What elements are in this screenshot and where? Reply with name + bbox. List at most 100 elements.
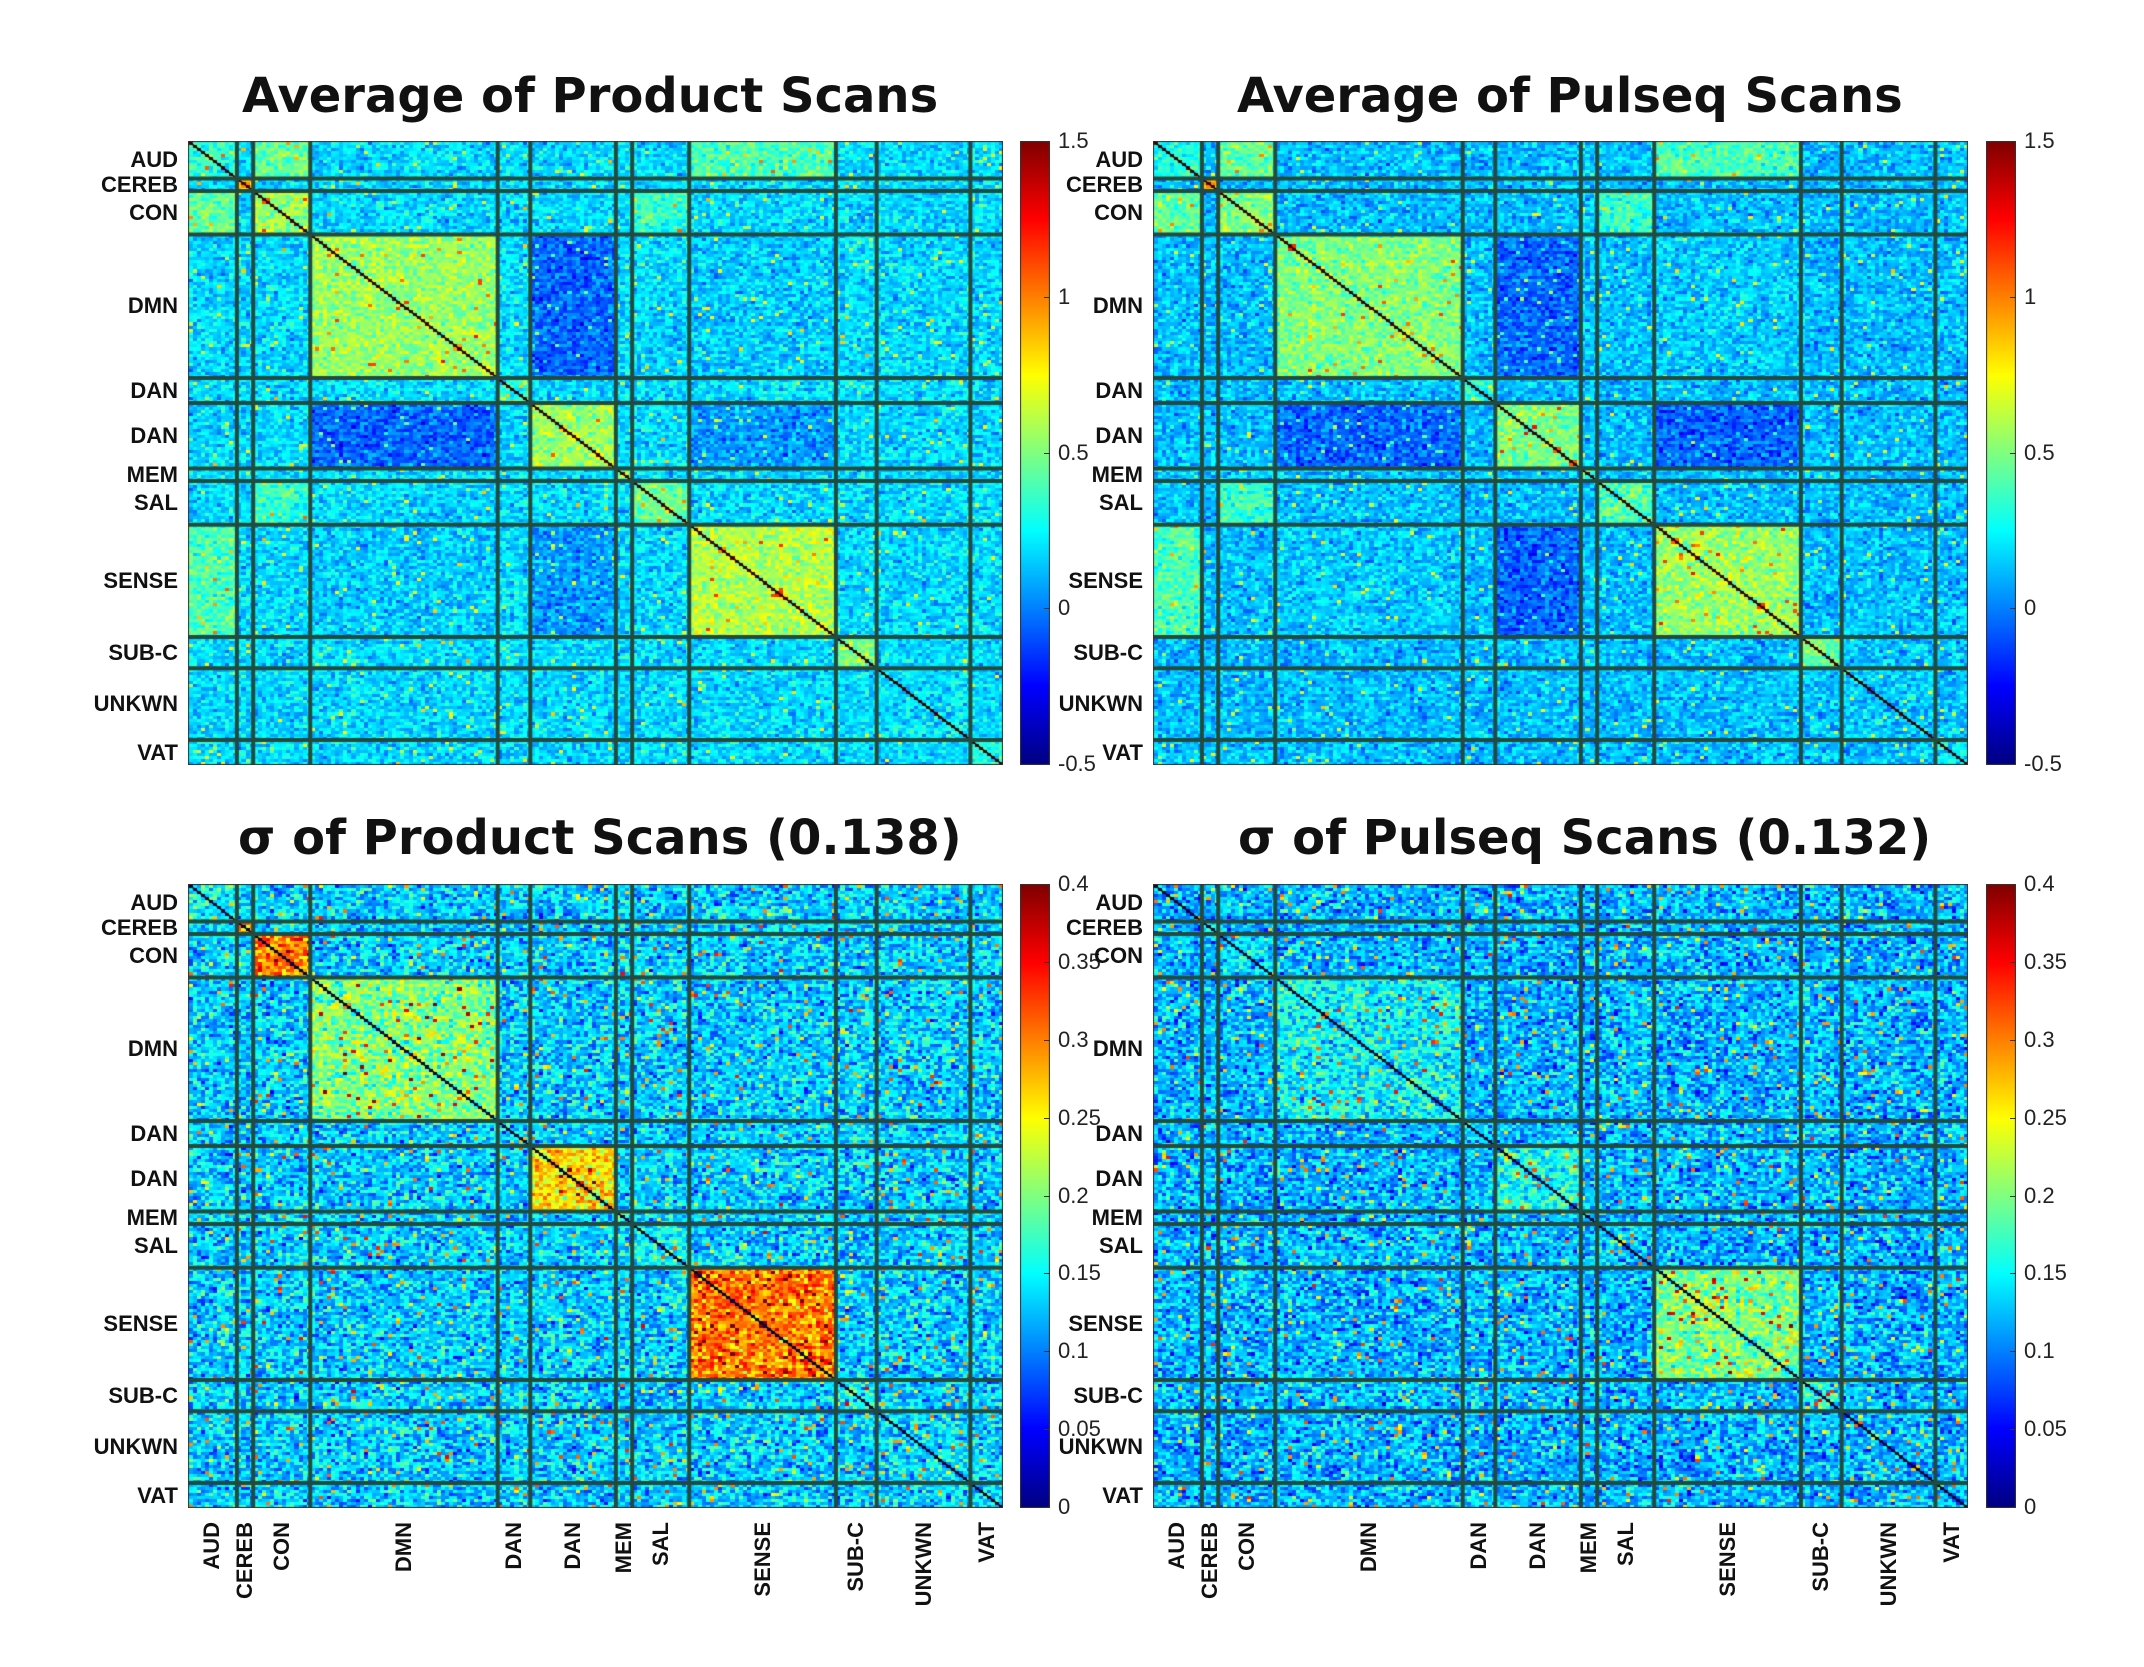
colorbar-tick-mark [2010,1429,2016,1430]
row-label-aud: AUD [130,890,178,915]
colorbar-tick-mark [1044,141,1050,142]
colorbar-tick-mark [2010,764,2016,765]
col-label-mem: MEM [1576,1522,1601,1574]
row-label-con: CON [129,200,178,225]
row-label-mem: MEM [1091,1205,1143,1230]
row-label-con: CON [1094,943,1143,968]
col-label-cereb: CEREB [232,1522,257,1600]
colorbar-tick-mark [2010,453,2016,454]
colorbar-tick-label: 0.3 [1058,1027,1089,1052]
colorbar-tick-label: -0.5 [2024,751,2062,776]
row-label-aud: AUD [130,147,178,172]
colorbar-tick-label: 0.25 [1058,1105,1101,1130]
row-label-sense: SENSE [1068,568,1143,593]
colorbar-tick-label: 0 [1058,595,1071,620]
colorbar-tick-label: 0.05 [2024,1416,2067,1441]
colorbar-tick-mark [1044,1507,1050,1508]
col-label-dan: DAN [1466,1522,1491,1570]
row-label-vat: VAT [137,1483,178,1508]
col-label-sense: SENSE [750,1522,775,1597]
colorbar-tick-label: 0.15 [1058,1260,1101,1285]
row-label-sub-c: SUB-C [108,640,178,665]
colorbar-tick-mark [1044,1040,1050,1041]
colorbar-tick-label: 0.25 [2024,1105,2067,1130]
col-label-unkwn: UNKWN [1876,1522,1901,1607]
row-label-sal: SAL [1099,1233,1143,1258]
col-label-dan: DAN [501,1522,526,1570]
colorbar-tick-mark [2010,1196,2016,1197]
colorbar-tick-label: 1 [1058,284,1071,309]
col-label-mem: MEM [611,1522,636,1574]
colorbar-tick-mark [1044,764,1050,765]
col-label-vat: VAT [1939,1522,1964,1563]
panel-title: Average of Product Scans [242,68,939,124]
colorbar-tick-label: 0 [2024,1494,2037,1519]
colorbar-tick-mark [2010,1273,2016,1274]
col-label-sub-c: SUB-C [1808,1522,1833,1592]
row-label-cereb: CEREB [1065,172,1143,197]
row-label-dan: DAN [130,1166,178,1191]
row-label-dan: DAN [130,378,178,403]
panel-title: σ of Pulseq Scans (0.132) [1238,810,1932,866]
colorbar-tick-mark [2010,297,2016,298]
row-label-con: CON [129,943,178,968]
colorbar-tick-mark [2010,884,2016,885]
panel-title: Average of Pulseq Scans [1237,68,1903,124]
col-label-vat: VAT [974,1522,999,1563]
colorbar-tick-label: 0 [2024,595,2037,620]
row-label-dmn: DMN [127,1036,178,1061]
row-label-aud: AUD [1095,147,1143,172]
colorbar-tick-label: 0.35 [1058,949,1101,974]
row-label-sal: SAL [134,1233,178,1258]
colorbar-tick-label: 0.35 [2024,949,2067,974]
heatmap [1153,141,1968,765]
col-label-sense: SENSE [1715,1522,1740,1597]
colorbar-tick-label: 0 [1058,1494,1071,1519]
col-label-sal: SAL [648,1522,673,1566]
colorbar-tick-label: 0.2 [2024,1183,2055,1208]
col-label-aud: AUD [199,1522,224,1570]
col-label-dmn: DMN [1356,1522,1381,1573]
col-label-con: CON [269,1522,294,1571]
colorbar-tick-mark [2010,1118,2016,1119]
row-label-cereb: CEREB [1065,915,1143,940]
colorbar-tick-mark [1044,1118,1050,1119]
row-label-vat: VAT [1102,740,1143,765]
heatmap [188,884,1003,1508]
row-label-sal: SAL [134,490,178,515]
heatmap [188,141,1003,765]
colorbar-tick-mark [2010,608,2016,609]
colorbar-tick-label: 0.3 [2024,1027,2055,1052]
col-label-aud: AUD [1164,1522,1189,1570]
colorbar-tick-mark [1044,884,1050,885]
colorbar-tick-mark [2010,962,2016,963]
row-label-vat: VAT [1102,1483,1143,1508]
col-label-sal: SAL [1613,1522,1638,1566]
row-label-dmn: DMN [127,293,178,318]
row-label-dan: DAN [130,423,178,448]
row-label-dmn: DMN [1092,1036,1143,1061]
colorbar-tick-label: -0.5 [1058,751,1096,776]
row-label-mem: MEM [1091,462,1143,487]
colorbar-tick-label: 0.15 [2024,1260,2067,1285]
colorbar-tick-mark [1044,297,1050,298]
colorbar-tick-mark [1044,1429,1050,1430]
row-label-sal: SAL [1099,490,1143,515]
colorbar-tick-label: 0.1 [2024,1338,2055,1363]
row-label-cereb: CEREB [100,172,178,197]
colorbar-tick-mark [2010,141,2016,142]
colorbar-tick-mark [2010,1351,2016,1352]
colorbar-tick-mark [1044,608,1050,609]
row-label-dmn: DMN [1092,293,1143,318]
row-label-unkwn: UNKWN [93,1434,178,1459]
col-label-cereb: CEREB [1197,1522,1222,1600]
col-label-sub-c: SUB-C [843,1522,868,1592]
row-label-unkwn: UNKWN [93,691,178,716]
colorbar-tick-label: 0.05 [1058,1416,1101,1441]
colorbar-tick-mark [2010,1040,2016,1041]
row-label-sub-c: SUB-C [1073,640,1143,665]
row-label-dan: DAN [1095,1121,1143,1146]
row-label-sub-c: SUB-C [1073,1383,1143,1408]
row-label-unkwn: UNKWN [1058,691,1143,716]
col-label-unkwn: UNKWN [911,1522,936,1607]
